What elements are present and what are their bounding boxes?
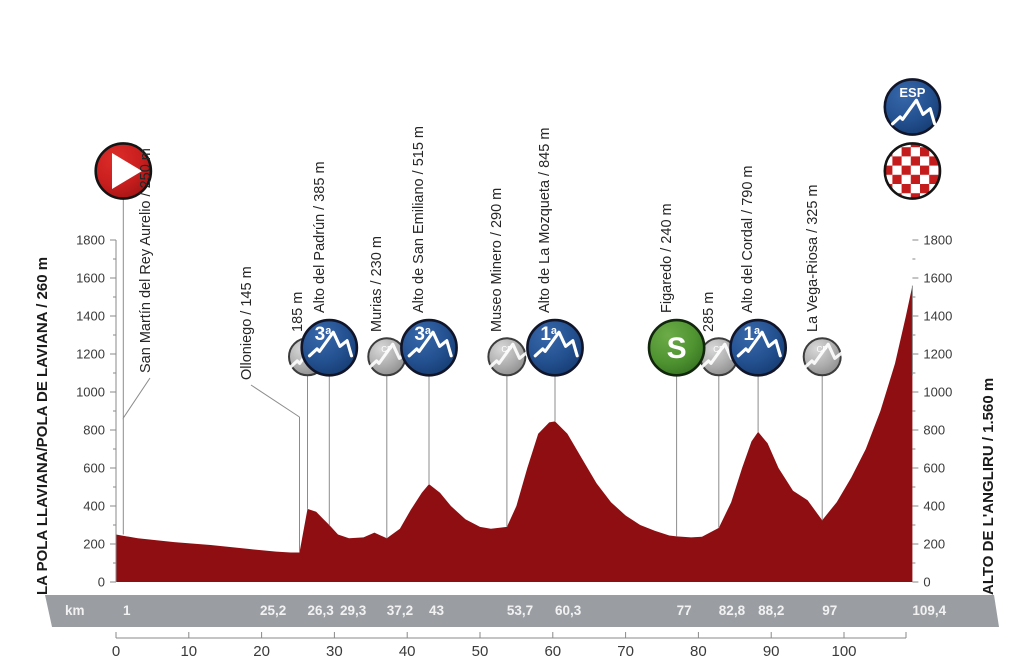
svg-text:90: 90 — [763, 643, 780, 660]
svg-text:0: 0 — [112, 643, 120, 660]
svg-text:CP: CP — [501, 345, 512, 354]
svg-text:29,3: 29,3 — [340, 603, 367, 618]
svg-text:CP: CP — [713, 345, 724, 354]
svg-text:0: 0 — [923, 575, 930, 590]
svg-text:53,7: 53,7 — [507, 603, 533, 618]
svg-text:Figaredo / 240 m: Figaredo / 240 m — [659, 203, 675, 313]
svg-text:77: 77 — [677, 603, 692, 618]
svg-text:San Martín del Rey Aurelio / 2: San Martín del Rey Aurelio / 250 m — [138, 148, 154, 373]
svg-text:70: 70 — [617, 643, 634, 660]
svg-text:1600: 1600 — [76, 271, 105, 286]
svg-text:20: 20 — [253, 643, 270, 660]
svg-text:88,2: 88,2 — [758, 603, 784, 618]
svg-text:ESP: ESP — [899, 85, 925, 100]
svg-text:50: 50 — [472, 643, 489, 660]
svg-text:25,2: 25,2 — [260, 603, 286, 618]
svg-text:km: km — [65, 603, 85, 618]
svg-text:600: 600 — [923, 461, 945, 476]
svg-text:S: S — [667, 332, 687, 365]
svg-text:0: 0 — [98, 575, 105, 590]
svg-text:1000: 1000 — [76, 385, 105, 400]
svg-text:82,8: 82,8 — [719, 603, 746, 618]
svg-text:Alto de La Mozqueta / 845 m: Alto de La Mozqueta / 845 m — [537, 128, 553, 313]
svg-text:100: 100 — [831, 643, 856, 660]
svg-text:1800: 1800 — [923, 233, 952, 248]
svg-text:600: 600 — [83, 461, 105, 476]
svg-text:97: 97 — [822, 603, 837, 618]
svg-text:60: 60 — [544, 643, 561, 660]
svg-text:La Vega-Riosa / 325 m: La Vega-Riosa / 325 m — [805, 184, 821, 332]
svg-text:1400: 1400 — [923, 309, 952, 324]
svg-text:1200: 1200 — [76, 347, 105, 362]
svg-text:1200: 1200 — [923, 347, 952, 362]
svg-text:Alto del Padrún / 385 m: Alto del Padrún / 385 m — [312, 161, 328, 313]
svg-text:185 m: 185 m — [290, 292, 306, 332]
svg-text:30: 30 — [326, 643, 343, 660]
svg-text:Alto del Cordal / 790 m: Alto del Cordal / 790 m — [740, 166, 756, 314]
svg-text:ALTO DE L'ANGLIRU / 1.560 m: ALTO DE L'ANGLIRU / 1.560 m — [980, 378, 997, 595]
svg-text:60,3: 60,3 — [555, 603, 582, 618]
svg-text:Alto de San Emiliano / 515 m: Alto de San Emiliano / 515 m — [411, 126, 427, 313]
svg-text:1800: 1800 — [76, 233, 105, 248]
svg-text:400: 400 — [923, 499, 945, 514]
svg-text:CP: CP — [381, 345, 392, 354]
svg-text:LA POLA LLAVIANA/POLA DE LAVIA: LA POLA LLAVIANA/POLA DE LAVIANA / 260 m — [34, 257, 51, 595]
svg-text:26,3: 26,3 — [308, 603, 335, 618]
svg-text:285 m: 285 m — [701, 292, 717, 332]
svg-text:1: 1 — [123, 603, 131, 618]
svg-text:43: 43 — [429, 603, 445, 618]
svg-text:800: 800 — [83, 423, 105, 438]
svg-text:1600: 1600 — [923, 271, 952, 286]
svg-text:1400: 1400 — [76, 309, 105, 324]
svg-text:Museo Minero / 290 m: Museo Minero / 290 m — [489, 188, 505, 332]
svg-text:40: 40 — [399, 643, 416, 660]
svg-text:37,2: 37,2 — [387, 603, 413, 618]
svg-text:Olloniego / 145 m: Olloniego / 145 m — [239, 266, 255, 380]
svg-text:400: 400 — [83, 499, 105, 514]
svg-text:Murias / 230 m: Murias / 230 m — [369, 236, 385, 332]
svg-text:1000: 1000 — [923, 385, 952, 400]
svg-text:10: 10 — [180, 643, 197, 660]
svg-text:800: 800 — [923, 423, 945, 438]
svg-text:80: 80 — [690, 643, 707, 660]
svg-text:200: 200 — [923, 537, 945, 552]
svg-text:CP: CP — [817, 345, 828, 354]
svg-text:200: 200 — [83, 537, 105, 552]
svg-text:109,4: 109,4 — [912, 603, 946, 618]
